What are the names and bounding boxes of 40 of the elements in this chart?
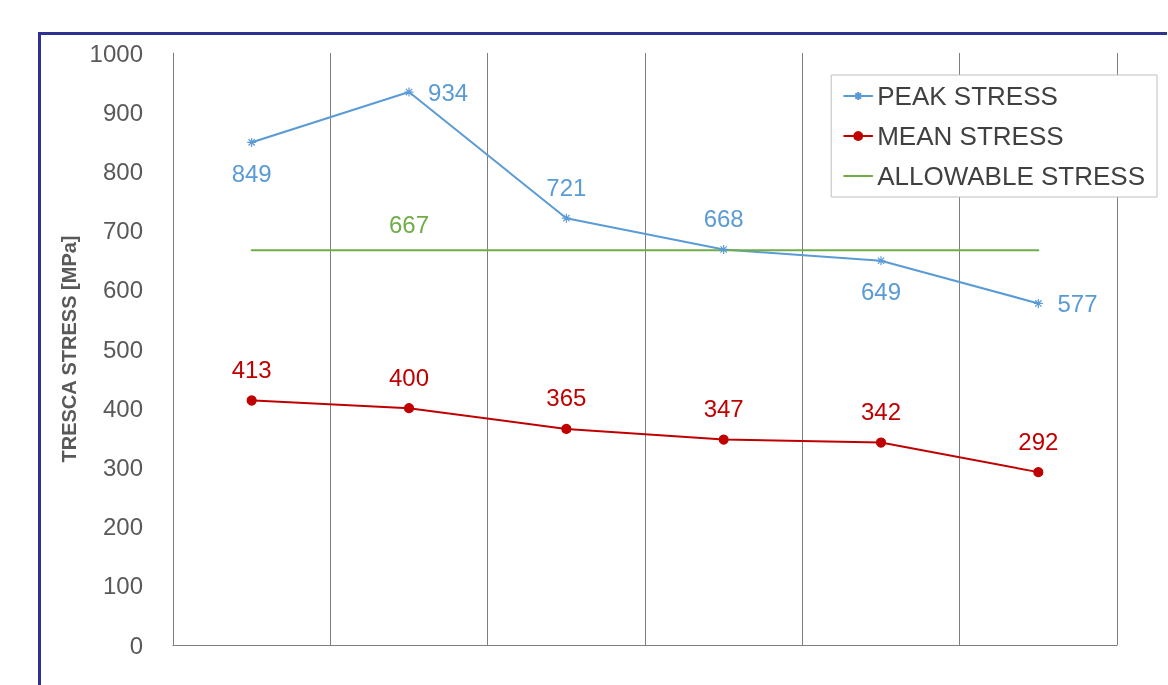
y-tick-label: 100: [102, 572, 143, 600]
data-label: 721: [546, 173, 587, 201]
y-tick-label: 400: [102, 394, 143, 422]
legend-label: ALLOWABLE STRESS: [877, 161, 1145, 191]
legend-label: PEAK STRESS: [877, 81, 1058, 111]
data-label: 649: [860, 278, 902, 306]
point: [718, 434, 729, 445]
point: [718, 244, 729, 255]
y-tick-label: 700: [102, 217, 143, 245]
data-label: 667: [388, 210, 430, 238]
point: [561, 423, 572, 435]
data-label: 342: [860, 397, 902, 425]
y-tick-label: 200: [102, 513, 143, 541]
data-label: 365: [546, 384, 587, 412]
data-label: 347: [703, 394, 744, 422]
point: [1033, 298, 1044, 309]
y-tick-label: 1000: [89, 39, 143, 67]
data-label: 292: [1018, 427, 1059, 455]
y-tick-label: 0: [129, 631, 143, 659]
y-tick-label: 900: [102, 98, 143, 126]
point: [403, 403, 415, 414]
y-tick-label: 500: [102, 335, 143, 363]
y-tick-label: 600: [102, 276, 143, 304]
legend-label: MEAN STRESS: [877, 121, 1064, 151]
data-label: 400: [388, 363, 430, 391]
point: [875, 255, 887, 266]
point: [246, 395, 257, 406]
y-axis-title: TRESCA STRESS [MPa]: [57, 235, 80, 463]
data-label: 934: [428, 78, 469, 106]
y-tick-label: 800: [102, 157, 143, 185]
data-label: 849: [231, 159, 272, 187]
data-label: 668: [703, 204, 744, 232]
y-tick-label: 300: [102, 453, 143, 481]
point: [875, 437, 887, 448]
point: [403, 86, 415, 98]
point: [1033, 467, 1044, 478]
point: [246, 137, 257, 148]
point: [561, 213, 572, 224]
data-label: 413: [231, 355, 272, 383]
data-label: 577: [1057, 289, 1098, 317]
